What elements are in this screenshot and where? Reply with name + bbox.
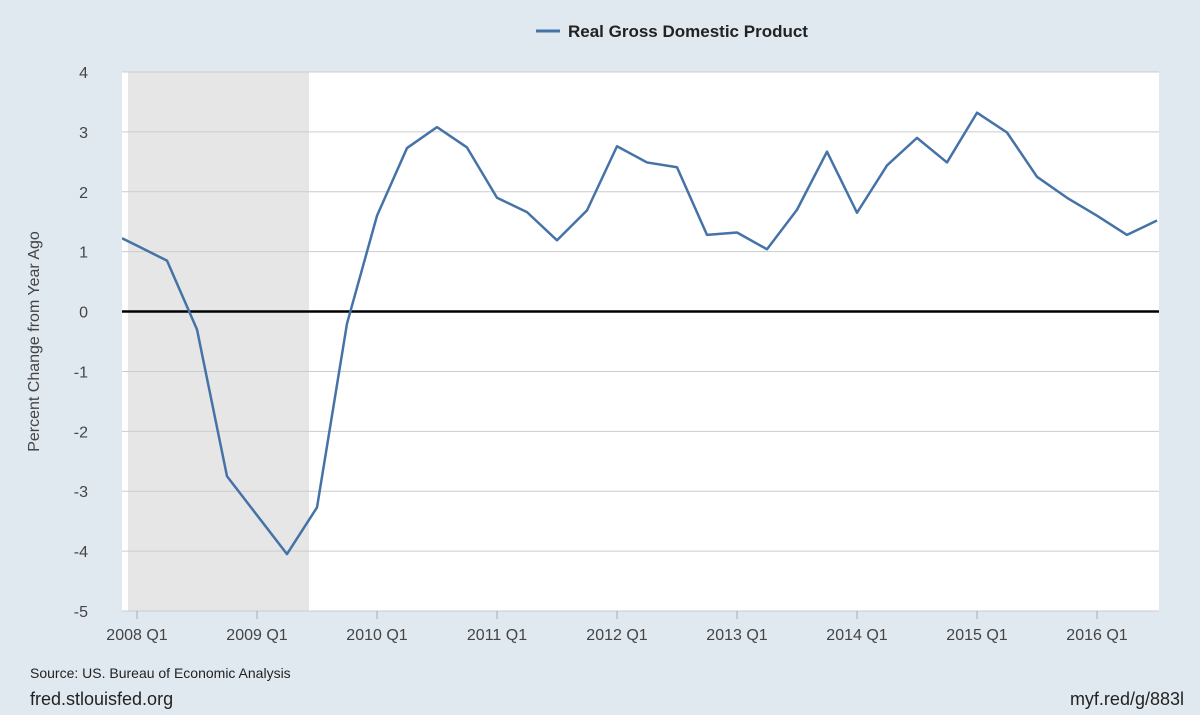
x-tick-label: 2014 Q1 [826,627,887,644]
legend-label: Real Gross Domestic Product [568,22,808,41]
y-tick-label: 0 [79,305,88,322]
y-tick-label: -1 [74,364,88,381]
x-tick-label: 2011 Q1 [467,627,527,644]
x-tick-label: 2008 Q1 [106,627,167,644]
x-tick-label: 2016 Q1 [1066,627,1127,644]
x-tick-label: 2010 Q1 [346,627,407,644]
x-tick-label: 2009 Q1 [226,627,287,644]
x-tick-label: 2012 Q1 [586,627,647,644]
y-tick-label: 1 [79,245,88,262]
y-tick-label: 3 [79,125,88,142]
x-tick-label: 2015 Q1 [946,627,1007,644]
y-tick-label: 4 [79,65,88,82]
y-tick-label: -3 [74,484,88,501]
y-tick-label: -2 [74,424,88,441]
series-line [122,111,1158,556]
y-tick-label: -5 [74,604,88,621]
site-link[interactable]: fred.stlouisfed.org [30,689,174,709]
recession-band [128,72,309,611]
y-tick-label: -4 [74,544,88,561]
x-tick-label: 2013 Q1 [706,627,767,644]
short-link[interactable]: myf.red/g/883l [1069,689,1184,709]
y-axis-title: Percent Change from Year Ago [26,231,43,452]
y-tick-label: 2 [79,185,88,202]
source-note: Source: US. Bureau of Economic Analysis [30,665,291,681]
